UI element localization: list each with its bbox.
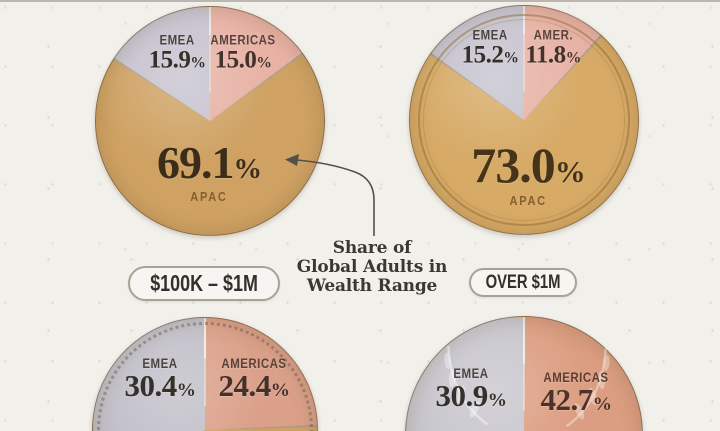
wealth-range-pill-over-1m: OVER $1M xyxy=(469,268,577,297)
value-number: 15.0 xyxy=(214,46,257,74)
slice-emea: EMEA 30.4% xyxy=(125,356,196,406)
value-number: 69.1 xyxy=(156,137,234,188)
region-label: AMERICAS xyxy=(221,355,287,371)
slice-americas: AMERICAS 15.0% xyxy=(203,31,282,76)
value-number: 30.4 xyxy=(124,368,178,403)
region-label: AMER. xyxy=(533,26,573,43)
slice-emea: EMEA 15.2% xyxy=(462,26,519,71)
value-number: 73.0 xyxy=(471,137,555,193)
slice-americas: AMER. 11.8% xyxy=(525,26,582,71)
slice-americas: AMERICAS 24.4% xyxy=(214,356,293,406)
percent-sign: % xyxy=(592,394,612,415)
slice-value: 30.4% xyxy=(124,368,196,406)
percent-sign: % xyxy=(270,380,290,401)
slice-americas: AMERICAS 42.7% xyxy=(536,370,615,420)
slice-value: 24.4% xyxy=(218,368,290,406)
pie-coin-top-right: EMEA 15.2% AMER. 11.8% 73.0% APAC xyxy=(409,5,639,235)
slice-apac: 69.1% APAC xyxy=(156,137,262,205)
value-number: 11.8 xyxy=(525,41,566,69)
slice-emea: EMEA 15.9% xyxy=(149,31,206,76)
region-label: EMEA xyxy=(472,26,508,43)
region-label: AMERICAS xyxy=(210,31,276,48)
annotation-text: Share of Global Adults in Wealth Range xyxy=(292,239,452,296)
slice-apac: 73.0% APAC xyxy=(471,137,586,208)
percent-sign: % xyxy=(503,49,519,67)
percent-sign: % xyxy=(487,390,507,411)
pie-coin-100k-1m: EMEA 30.4% AMERICAS 24.4% xyxy=(92,317,318,431)
value-number: 24.4 xyxy=(218,368,272,403)
wealth-range-pill-100k-1m: $100K – $1M xyxy=(128,266,280,301)
slice-emea: EMEA 30.9% xyxy=(436,366,507,416)
wealth-range-label: OVER $1M xyxy=(485,271,561,293)
slice-value: 15.0% xyxy=(215,48,272,76)
value-number: 15.2 xyxy=(461,41,504,69)
slice-value: 11.8% xyxy=(525,41,582,71)
slice-value: 42.7% xyxy=(540,382,612,420)
percent-sign: % xyxy=(256,54,272,72)
region-label: EMEA xyxy=(159,31,195,48)
percent-sign: % xyxy=(565,49,582,67)
annotation-line: Global Adults in xyxy=(296,257,448,277)
percent-sign: % xyxy=(233,154,262,185)
value-number: 15.9 xyxy=(148,46,191,74)
value-number: 30.9 xyxy=(435,378,489,413)
slice-value-large: 73.0% xyxy=(471,137,586,193)
slice-value-large: 69.1% xyxy=(156,137,262,188)
wealth-range-label: $100K – $1M xyxy=(150,270,258,296)
region-label: APAC xyxy=(509,193,547,208)
pie-coin-top-left: EMEA 15.9% AMERICAS 15.0% 69.1% APAC xyxy=(95,6,325,236)
value-number: 42.7 xyxy=(540,382,594,417)
percent-sign: % xyxy=(176,380,196,401)
region-label: EMEA xyxy=(142,355,178,371)
slice-value: 30.9% xyxy=(435,378,507,416)
region-label: APAC xyxy=(190,189,228,204)
region-label: AMERICAS xyxy=(543,369,609,385)
annotation-line: Share of xyxy=(332,238,412,258)
crop-edge-line xyxy=(0,0,720,2)
region-label: EMEA xyxy=(453,365,489,381)
slice-value: 15.2% xyxy=(462,43,519,71)
percent-sign: % xyxy=(190,54,206,72)
pie-coin-over-1m: EMEA 30.9% AMERICAS 42.7% xyxy=(405,316,643,431)
percent-sign: % xyxy=(554,154,586,189)
annotation-line: Wealth Range xyxy=(306,276,438,296)
slice-value: 15.9% xyxy=(149,48,206,76)
